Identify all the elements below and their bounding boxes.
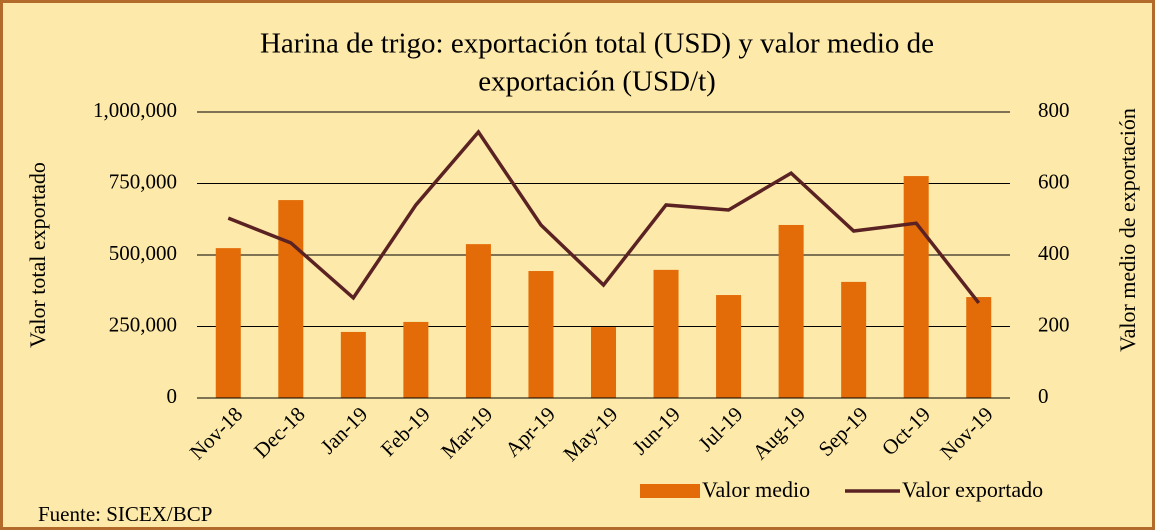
y2-tick-label: 600 xyxy=(1038,169,1070,193)
y-tick-label: 0 xyxy=(167,384,178,408)
bar xyxy=(340,331,366,398)
bar xyxy=(590,327,617,398)
bar xyxy=(465,244,491,398)
y2-tick-label: 800 xyxy=(1038,98,1070,122)
chart-title: exportación (USD/t) xyxy=(478,66,716,98)
y-tick-label: 750,000 xyxy=(109,169,177,193)
legend-label: Valor exportado xyxy=(902,477,1043,502)
line xyxy=(227,129,981,304)
chart-title: Harina de trigo: exportación total (USD)… xyxy=(260,28,934,60)
bar xyxy=(778,224,804,398)
bar xyxy=(716,295,742,398)
y2-tick-label: 200 xyxy=(1038,312,1070,336)
bar xyxy=(278,200,304,398)
y2-tick-label: 400 xyxy=(1038,241,1070,265)
legend-swatch xyxy=(640,484,700,498)
bar xyxy=(528,271,554,398)
bar xyxy=(215,248,241,398)
y2-axis-label: Valor medio de exportación xyxy=(1115,108,1140,352)
y-tick-label: 250,000 xyxy=(109,312,177,336)
y2-tick-label: 0 xyxy=(1038,384,1049,408)
y-axis-label: Valor total exportado xyxy=(25,162,50,348)
bar xyxy=(403,321,429,398)
bar xyxy=(966,297,992,398)
bar xyxy=(903,176,929,398)
source: Fuente: SICEX/BCP xyxy=(38,502,212,526)
y-tick-label: 500,000 xyxy=(109,241,177,265)
y-tick-label: 1,000,000 xyxy=(93,98,177,122)
bar xyxy=(653,269,679,398)
bar xyxy=(841,281,867,398)
legend-label: Valor medio xyxy=(702,477,810,502)
